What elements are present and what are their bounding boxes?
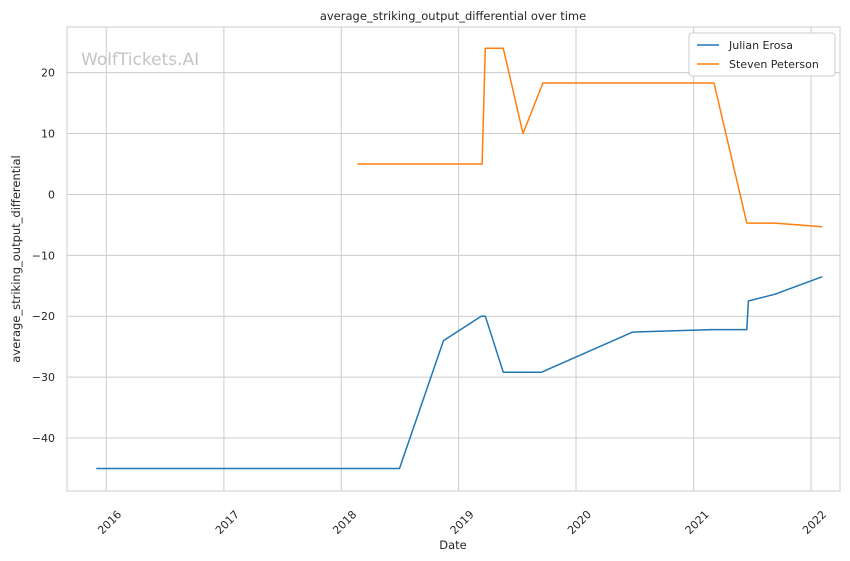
grid xyxy=(67,27,840,491)
y-tick-label: −40 xyxy=(32,432,55,445)
chart-title: average_striking_output_differential ove… xyxy=(320,9,586,23)
plot-area xyxy=(66,26,841,492)
x-tick-label: 2016 xyxy=(95,508,124,537)
y-tick-label: −20 xyxy=(32,310,55,323)
y-axis-label: average_striking_output_differential xyxy=(9,155,23,362)
x-tick-label: 2021 xyxy=(683,508,712,537)
y-tick-label: 0 xyxy=(48,188,55,201)
x-tick-label: 2018 xyxy=(330,508,359,537)
x-axis-label: Date xyxy=(439,538,467,552)
series-layer xyxy=(96,47,823,470)
y-tick-label: 20 xyxy=(41,67,55,80)
series-line-julian-erosa xyxy=(96,275,823,470)
series-line-steven-peterson xyxy=(357,47,823,228)
x-tick-label: 2019 xyxy=(448,508,477,537)
y-tick-label: 10 xyxy=(41,128,55,141)
x-tick-label: 2020 xyxy=(565,508,594,537)
legend-label-julian-erosa: Julian Erosa xyxy=(728,39,793,52)
legend-label-steven-peterson: Steven Peterson xyxy=(729,58,819,71)
x-tick-label: 2017 xyxy=(213,508,242,537)
y-tick-label: −10 xyxy=(32,249,55,262)
x-tick-label: 2022 xyxy=(800,508,829,537)
legend: Julian Erosa Steven Peterson xyxy=(688,32,836,77)
legend-box xyxy=(688,32,836,77)
watermark: WolfTickets.AI xyxy=(81,50,199,70)
y-tick-label: −30 xyxy=(32,371,55,384)
